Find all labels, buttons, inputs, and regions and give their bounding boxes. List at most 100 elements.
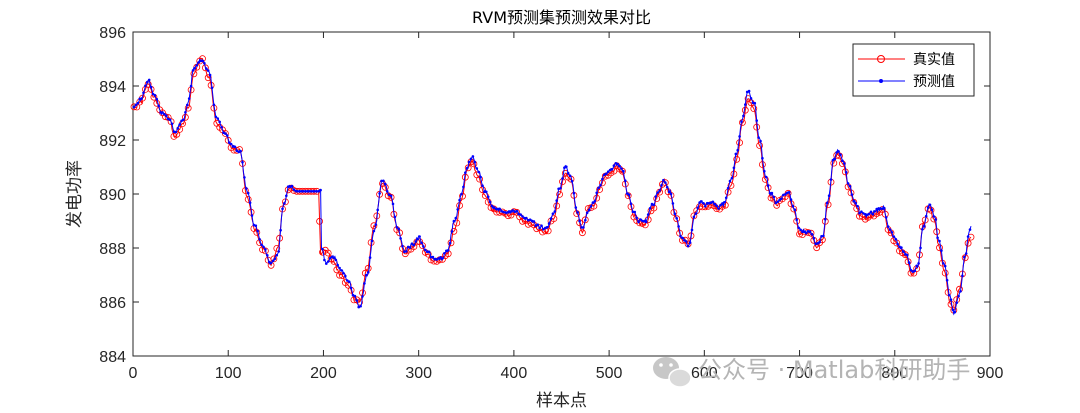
data-point: [316, 217, 324, 225]
data-point: [159, 111, 162, 114]
data-point: [556, 190, 563, 198]
data-point: [955, 301, 958, 305]
data-point: [144, 84, 147, 88]
data-point: [130, 103, 138, 111]
data-point: [302, 190, 305, 193]
data-point: [323, 258, 326, 262]
data-point: [959, 290, 962, 293]
data-point: [540, 224, 543, 227]
data-point: [947, 293, 951, 297]
data-point: [193, 67, 197, 70]
data-point: [727, 182, 735, 189]
data-point: [269, 261, 273, 265]
data-point: [346, 279, 349, 282]
data-point: [395, 226, 399, 229]
data-point: [153, 94, 157, 97]
data-point: [317, 190, 321, 193]
x-tick-label: 900: [977, 365, 1004, 382]
legend-label: 预测值: [913, 74, 955, 90]
data-point: [593, 200, 597, 203]
data-point: [208, 73, 212, 77]
data-point: [796, 230, 803, 238]
data-point: [389, 194, 393, 198]
data-point: [919, 246, 922, 250]
data-point: [580, 226, 583, 229]
data-point: [833, 157, 837, 161]
data-point: [210, 86, 214, 90]
data-point: [206, 69, 210, 72]
data-point: [561, 177, 564, 180]
data-point: [822, 234, 825, 238]
data-point: [494, 207, 498, 211]
data-point: [334, 258, 338, 262]
data-point: [431, 255, 435, 259]
data-point: [612, 164, 616, 167]
data-point: [244, 195, 252, 203]
data-point: [347, 280, 351, 284]
data-point: [261, 247, 269, 255]
data-point: [170, 122, 174, 126]
data-point: [281, 207, 284, 211]
data-point: [536, 223, 539, 226]
data-point: [658, 189, 661, 192]
data-point: [884, 216, 888, 219]
data-point: [770, 191, 774, 195]
data-point: [844, 171, 848, 174]
data-point: [953, 310, 957, 314]
data-point: [675, 217, 678, 220]
data-point: [761, 156, 764, 160]
data-point: [161, 111, 164, 114]
data-point: [618, 164, 621, 168]
data-point: [427, 250, 431, 254]
data-point: [549, 217, 553, 220]
data-point: [759, 139, 762, 143]
data-point: [728, 179, 732, 183]
axis-ticks: 0 100 200 300 400 500 600 700 800 900 884 886 888 890…: [99, 25, 1003, 382]
data-point: [470, 160, 478, 168]
data-point: [936, 236, 939, 240]
data-point: [246, 191, 250, 195]
data-point: [964, 239, 972, 247]
data-point: [963, 255, 966, 259]
data-point: [576, 211, 579, 214]
data-point: [311, 190, 315, 193]
data-point: [528, 218, 532, 221]
data-point: [446, 249, 450, 252]
data-point: [940, 249, 943, 252]
data-point: [359, 304, 362, 308]
data-point: [768, 191, 772, 195]
data-point: [907, 261, 911, 264]
data-point: [473, 160, 477, 164]
data-point: [757, 136, 760, 139]
data-point: [555, 199, 558, 202]
data-point: [184, 111, 187, 114]
data-point: [696, 206, 699, 210]
data-point: [271, 259, 275, 263]
data-point: [333, 266, 341, 274]
data-point: [599, 183, 602, 187]
data-point: [941, 269, 949, 277]
data-point: [652, 203, 656, 207]
data-point: [949, 298, 953, 302]
data-point: [717, 207, 720, 210]
data-point: [176, 127, 180, 130]
data-point: [839, 153, 842, 156]
data-point: [890, 231, 894, 234]
data-point: [465, 166, 469, 170]
data-point: [309, 190, 313, 193]
data-point: [165, 114, 168, 117]
data-point: [349, 286, 353, 290]
data-point: [801, 230, 804, 233]
data-point: [138, 97, 141, 101]
y-tick-label: 892: [99, 133, 126, 150]
data-point: [582, 226, 585, 229]
data-point: [229, 142, 233, 146]
data-point: [738, 135, 741, 138]
data-point: [454, 216, 458, 220]
data-point: [324, 249, 332, 257]
data-point: [848, 184, 852, 188]
data-point: [700, 200, 703, 203]
data-point: [233, 145, 237, 149]
data-point: [201, 59, 204, 63]
data-point: [856, 204, 859, 208]
